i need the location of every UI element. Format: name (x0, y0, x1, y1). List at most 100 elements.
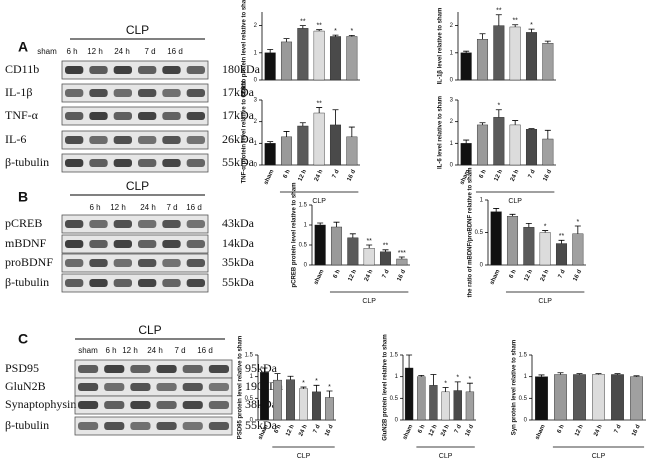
y-tick-label: 0.5 (245, 396, 254, 402)
group-label: CLP (126, 179, 149, 193)
blot-band (162, 136, 181, 144)
blot-strip (61, 214, 209, 234)
x-tick-label: 6 h (274, 424, 283, 435)
lane-label: sham (78, 346, 98, 355)
significance: * (497, 103, 500, 110)
bar (555, 243, 568, 266)
bar (611, 374, 624, 421)
x-tick-label: sham (402, 424, 414, 441)
x-tick-label: 6 h (417, 424, 426, 435)
blot-band (113, 112, 132, 120)
significance: ** (512, 18, 518, 25)
x-tick-label: 24 h (440, 424, 451, 438)
lane-label: 24 h (140, 203, 156, 212)
blot-band (65, 66, 84, 74)
bar (280, 136, 293, 166)
error-bar (466, 382, 473, 392)
error-bar (348, 126, 355, 137)
blot-band (65, 89, 84, 97)
bar (542, 138, 554, 166)
blot-band (186, 159, 205, 167)
blot-band (113, 279, 132, 287)
y-axis-label: TNF-α protein level relative to sham (242, 82, 248, 184)
bar (493, 117, 505, 166)
row-label: β-tubulin (5, 418, 49, 432)
bar (572, 233, 584, 266)
error-bar (316, 29, 323, 32)
bar (404, 367, 414, 421)
y-tick-label: 2 (254, 23, 258, 29)
blot-band (138, 279, 157, 287)
y-axis-label: GluN2B protein level relative to sham (383, 334, 389, 440)
significance: * (444, 380, 447, 387)
blot-band (65, 220, 84, 228)
bar (329, 124, 342, 166)
size-label: 43kDa (222, 216, 255, 230)
blot-band (89, 66, 108, 74)
error-bar (512, 120, 519, 125)
bar (460, 52, 472, 81)
blot-band (113, 66, 132, 74)
error-bar (528, 28, 535, 33)
y-tick-label: 3 (450, 98, 454, 104)
y-tick-label: 1 (254, 50, 258, 56)
blot-band (186, 240, 205, 248)
blot-strip (61, 60, 209, 80)
bar (509, 26, 521, 81)
x-tick-label: 12 h (494, 169, 505, 183)
error-bar (313, 384, 320, 392)
error-bar (512, 24, 519, 27)
significance: * (456, 375, 459, 382)
row-label: GluN2B (5, 379, 46, 393)
blot-band (162, 240, 181, 248)
y-tick-label: 0 (254, 163, 258, 169)
blot-strip (61, 83, 209, 103)
y-tick-label: 1.5 (519, 353, 528, 359)
significance: ** (383, 243, 389, 250)
bar (509, 124, 521, 166)
bar (441, 391, 450, 421)
panel-label: A (18, 39, 28, 55)
error-bar (406, 354, 413, 368)
x-tick-label: 12 h (285, 424, 296, 438)
bar (346, 36, 358, 81)
blot-band (138, 136, 157, 144)
lane-label: 12 h (122, 346, 138, 355)
x-tick-label: 7 d (382, 269, 391, 280)
error-bar (333, 221, 340, 227)
error-bar (366, 244, 373, 249)
blot-band (186, 112, 205, 120)
blot-band (65, 159, 84, 167)
error-bar (349, 233, 356, 238)
x-tick-label: 6 h (557, 424, 566, 435)
error-bar (544, 40, 551, 44)
x-tick-label: 24 h (593, 424, 604, 438)
y-tick-label: 0 (250, 418, 254, 424)
significance: * (576, 219, 579, 226)
blot-band (156, 365, 177, 373)
bar (523, 227, 535, 266)
error-bar (442, 387, 449, 392)
y-tick-label: 0.5 (475, 230, 484, 236)
blot-strip (74, 416, 233, 436)
bar (299, 388, 308, 421)
blot-band (130, 422, 151, 430)
significance: ** (316, 100, 322, 107)
significance: *** (398, 250, 406, 257)
significance: * (334, 28, 337, 35)
x-tick-label: sham (535, 424, 547, 441)
error-bar (418, 374, 425, 377)
x-tick-label: 12 h (348, 269, 359, 283)
error-bar (283, 131, 290, 137)
error-bar (576, 373, 583, 375)
size-label: 95kDa (245, 361, 278, 375)
significance: ** (366, 238, 372, 245)
blot-band (113, 259, 132, 267)
blot-band (130, 365, 151, 373)
error-bar (454, 381, 461, 391)
significance: ** (300, 18, 306, 25)
blot-band (89, 240, 108, 248)
error-bar (528, 128, 535, 130)
x-tick-label: 6 h (283, 169, 292, 180)
size-label: 180kDa (222, 62, 261, 76)
